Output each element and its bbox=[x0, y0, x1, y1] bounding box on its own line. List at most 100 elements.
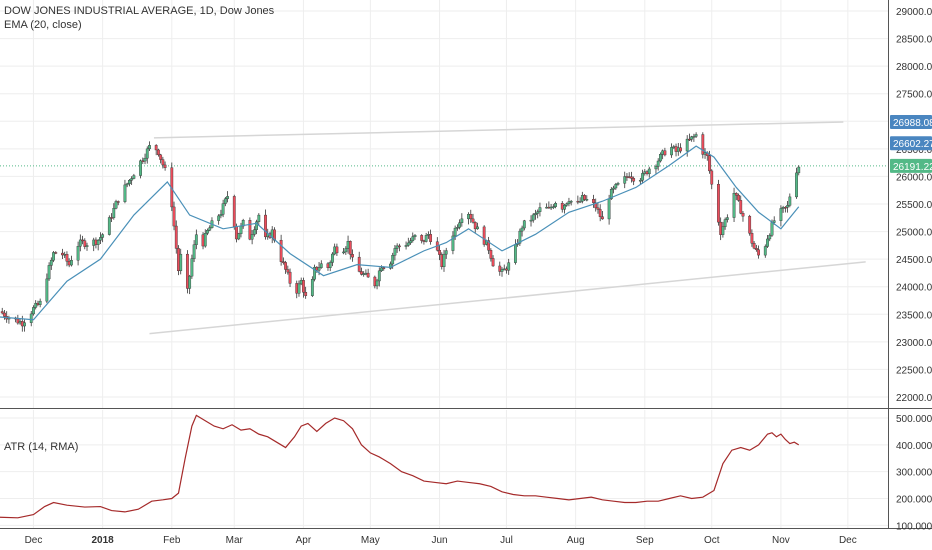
candle bbox=[567, 197, 571, 207]
candle bbox=[438, 245, 441, 261]
price-tick-label: 24000.00 bbox=[896, 283, 932, 294]
candle bbox=[469, 209, 473, 223]
candle-body bbox=[614, 184, 618, 189]
time-axis-labels[interactable]: Dec 2018 Feb Mar Apr May Jun Jul Aug Sep Oct Nov Dec bbox=[25, 535, 857, 546]
candle-body bbox=[0, 311, 4, 314]
candle-body bbox=[23, 322, 26, 327]
candle-body bbox=[382, 267, 386, 270]
atr-axis-labels[interactable]: 100.0000 200.0000 300.0000 400.0000 500.0000 bbox=[896, 414, 932, 532]
candle-body bbox=[78, 239, 82, 247]
candle bbox=[531, 212, 535, 223]
candle bbox=[768, 233, 772, 242]
candle-body bbox=[217, 215, 221, 221]
candle-body bbox=[331, 253, 334, 263]
candle bbox=[38, 298, 42, 308]
candle-body bbox=[601, 216, 604, 220]
time-tick-label: May bbox=[361, 535, 380, 546]
candle-body bbox=[255, 221, 258, 230]
candle-body bbox=[453, 227, 457, 237]
candle-body bbox=[112, 208, 116, 218]
price-tick-label: 22000.00 bbox=[896, 393, 932, 404]
candle-body bbox=[413, 235, 417, 237]
candle bbox=[159, 153, 163, 164]
candle bbox=[529, 215, 533, 227]
candle-body bbox=[536, 211, 540, 214]
candle bbox=[264, 209, 267, 240]
candle-body bbox=[237, 233, 241, 240]
candle-body bbox=[81, 239, 84, 242]
axes bbox=[0, 0, 932, 529]
trendlines bbox=[149, 121, 866, 335]
candle bbox=[638, 177, 642, 185]
atr-tick-label: 500.0000 bbox=[896, 414, 932, 425]
candle bbox=[360, 267, 363, 276]
candle bbox=[76, 241, 80, 266]
candle-body bbox=[391, 255, 395, 265]
atr-title[interactable]: ATR (14, RMA) bbox=[4, 441, 79, 453]
candle bbox=[476, 222, 479, 230]
candle-body bbox=[567, 201, 571, 204]
chart-title[interactable]: DOW JONES INDUSTRIAL AVERAGE, 1D, Dow Jo… bbox=[4, 5, 275, 17]
candle bbox=[489, 248, 493, 262]
time-tick-label: Mar bbox=[226, 535, 244, 546]
candle bbox=[435, 237, 439, 252]
candle bbox=[413, 233, 417, 240]
candle-body bbox=[284, 262, 287, 270]
candle-body bbox=[328, 262, 332, 268]
candle bbox=[342, 248, 345, 255]
candle-body bbox=[623, 176, 627, 184]
candle bbox=[498, 261, 502, 276]
candle bbox=[701, 132, 705, 159]
candle bbox=[114, 199, 118, 210]
candle bbox=[487, 236, 491, 255]
candle bbox=[783, 206, 787, 213]
candle-body bbox=[123, 184, 127, 202]
candle-body bbox=[264, 214, 267, 238]
candle bbox=[192, 240, 196, 263]
candle bbox=[612, 185, 615, 194]
candle bbox=[255, 219, 258, 235]
time-tick-label: 2018 bbox=[92, 535, 115, 546]
candle-body bbox=[737, 194, 740, 201]
atr-legend[interactable]: ATR (14, RMA) bbox=[4, 440, 78, 454]
candle bbox=[344, 246, 348, 255]
candle-body bbox=[757, 249, 760, 256]
candle bbox=[125, 182, 129, 188]
price-badges: 26988.08 26602.27 26191.22 bbox=[890, 114, 932, 173]
candle-body bbox=[708, 155, 711, 172]
candle-body bbox=[489, 250, 493, 259]
ema-legend[interactable]: EMA (20, close) bbox=[4, 19, 82, 31]
candle-body bbox=[565, 203, 569, 206]
price-tick-label: 23000.00 bbox=[896, 338, 932, 349]
candle-body bbox=[279, 239, 283, 262]
candle-body bbox=[226, 196, 229, 199]
candle bbox=[507, 258, 511, 275]
candle bbox=[721, 221, 725, 238]
candle bbox=[632, 176, 636, 186]
candle bbox=[536, 209, 540, 219]
candle-body bbox=[458, 222, 462, 228]
candle-body bbox=[161, 159, 165, 166]
candle-body bbox=[114, 201, 118, 209]
candle-body bbox=[101, 234, 105, 238]
candle bbox=[491, 255, 495, 267]
candle bbox=[654, 164, 658, 175]
candle-body bbox=[406, 242, 410, 246]
candle-body bbox=[507, 262, 511, 271]
candle bbox=[163, 161, 167, 171]
candle-body bbox=[319, 263, 323, 268]
candle bbox=[797, 165, 801, 176]
candle-body bbox=[172, 206, 176, 227]
main-legend[interactable]: DOW JONES INDUSTRIAL AVERAGE, 1D, Dow Jo… bbox=[4, 4, 274, 32]
candle-body bbox=[232, 196, 236, 227]
candle-body bbox=[659, 154, 662, 162]
candle-body bbox=[725, 217, 729, 220]
candle bbox=[174, 220, 178, 254]
candle bbox=[670, 143, 673, 158]
candle bbox=[248, 217, 252, 241]
price-tick-label: 27500.00 bbox=[896, 90, 932, 101]
candle bbox=[690, 135, 694, 142]
candle-body bbox=[534, 213, 537, 216]
price-axis-labels[interactable]: 22000.00 22500.00 23000.00 23500.00 24000.00… bbox=[896, 7, 932, 404]
candle bbox=[500, 267, 504, 277]
